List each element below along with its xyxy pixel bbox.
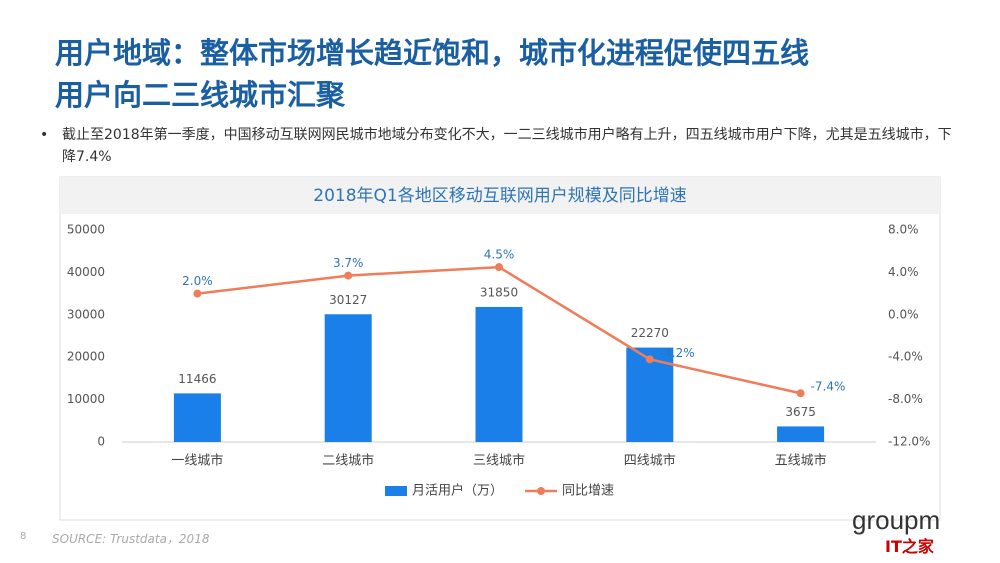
y-tick-label: 10000	[67, 392, 105, 406]
chart-title: 2018年Q1各地区移动互联网用户规模及同比增速	[313, 186, 686, 206]
bullet-dot: •	[40, 127, 49, 143]
y-tick-label: 0	[97, 435, 105, 449]
title-line: 用户地域：整体市场增长趋近饱和，城市化进程促使四五线	[55, 36, 810, 70]
line-value-label: -7.4%	[811, 380, 846, 394]
x-tick-label: 一线城市	[171, 453, 223, 469]
bar-value-label: 3675	[785, 405, 816, 419]
page-title: 用户地域：整体市场增长趋近饱和，城市化进程促使四五线 用户向二三线城市汇聚	[55, 32, 809, 116]
line-marker	[796, 389, 805, 398]
x-tick-label: 四线城市	[624, 453, 676, 469]
legend-label: 月活用户（万）	[412, 483, 503, 499]
watermark: IT之家	[885, 537, 934, 556]
y2-tick-label: 4.0%	[888, 265, 919, 279]
bar-value-label: 22270	[631, 326, 669, 340]
logo: groupm	[852, 505, 941, 535]
line-marker	[193, 289, 202, 298]
bar-value-label: 30127	[329, 293, 367, 307]
y2-tick-label: -8.0%	[888, 392, 923, 406]
line-value-label: 4.5%	[484, 248, 515, 262]
title-line: 用户向二三线城市汇聚	[55, 78, 346, 112]
y2-tick-label: -12.0%	[888, 435, 930, 449]
bar-value-label: 11466	[178, 372, 216, 386]
line-marker	[495, 263, 503, 272]
line-marker	[645, 355, 654, 364]
page-number: 8	[20, 531, 27, 542]
line-value-label: -4.2%	[660, 346, 695, 360]
line-marker	[344, 271, 353, 280]
legend-swatch	[537, 487, 546, 495]
x-tick-label: 二线城市	[322, 453, 374, 469]
bar	[324, 314, 372, 442]
y2-tick-label: -4.0%	[888, 350, 923, 364]
bullet-text: 截止至2018年第一季度，中国移动互联网网民城市地域分布变化不大，一二三线城市用…	[62, 127, 952, 165]
x-tick-label: 三线城市	[473, 453, 525, 469]
bar	[475, 306, 523, 442]
legend-swatch	[385, 486, 407, 496]
x-tick-label: 五线城市	[775, 453, 827, 469]
line-value-label: 2.0%	[182, 274, 213, 288]
y-tick-label: 20000	[67, 350, 105, 364]
bar-value-label: 31850	[480, 285, 518, 299]
chart-header	[60, 177, 940, 214]
line-value-label: 3.7%	[333, 256, 364, 270]
bar	[777, 426, 825, 442]
y-tick-label: 50000	[67, 223, 105, 237]
y2-tick-label: 0.0%	[888, 307, 919, 321]
legend-label: 同比增速	[562, 484, 614, 499]
y-tick-label: 30000	[67, 307, 105, 321]
source: SOURCE: Trustdata，2018	[52, 532, 210, 546]
y-tick-label: 40000	[67, 265, 105, 279]
bar	[173, 393, 221, 442]
bullet: • 截止至2018年第一季度，中国移动互联网网民城市地域分布变化不大，一二三线城市…	[40, 124, 952, 168]
y2-tick-label: 8.0%	[888, 223, 919, 237]
